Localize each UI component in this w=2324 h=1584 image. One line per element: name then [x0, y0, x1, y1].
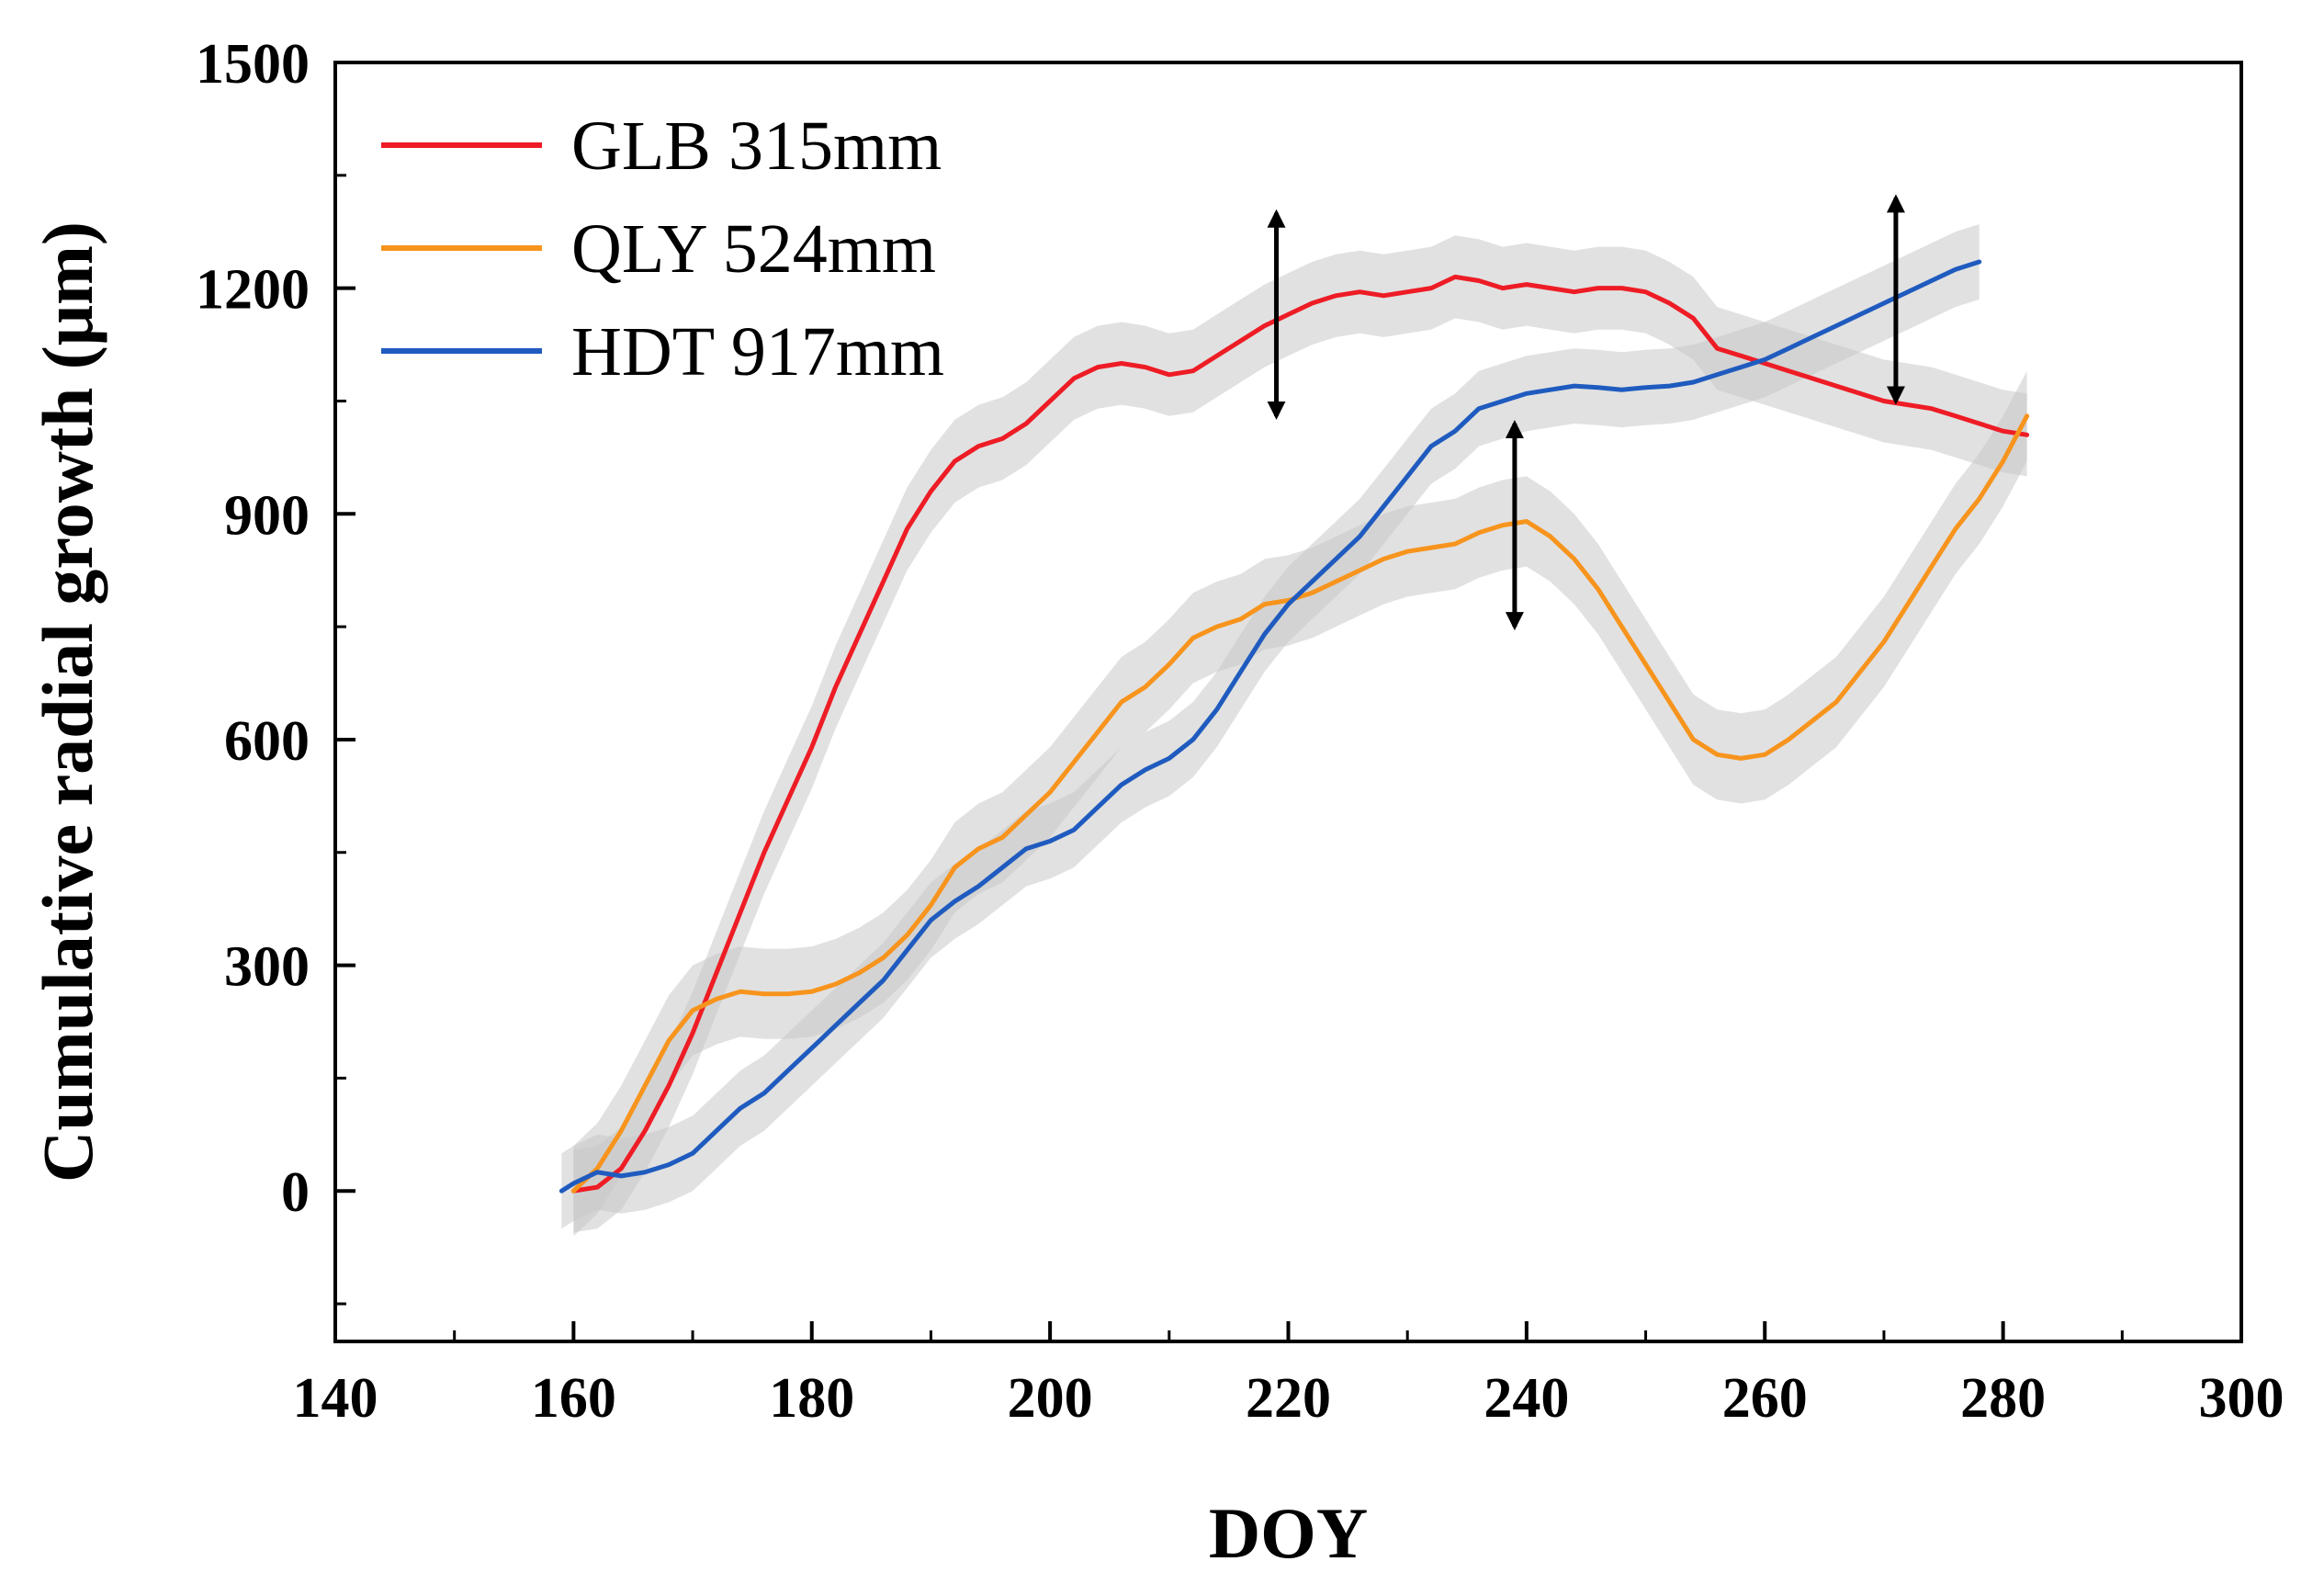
y-tick-label: 300: [224, 936, 310, 999]
x-tick-label: 220: [1246, 1367, 1331, 1430]
x-tick-label: 240: [1484, 1367, 1569, 1430]
line-series-2: [558, 259, 1982, 1194]
line-series-0: [570, 274, 2030, 1194]
x-tick-label: 200: [1008, 1367, 1093, 1430]
legend-label-1: QLY 524mm: [571, 210, 936, 288]
y-axis-title: Cumulative radial growth (μm): [28, 221, 107, 1182]
x-axis: 140 160 180 200 220 240 260 280 300: [293, 1321, 2285, 1430]
y-tick-label: 1500: [196, 33, 310, 96]
y-tick-label: 600: [224, 710, 310, 773]
legend-label-2: HDT 917mm: [571, 313, 944, 390]
y-axis: 0 300 600 900 1200 1500: [196, 33, 355, 1306]
x-tick-label: 280: [1960, 1367, 2046, 1430]
x-tick-label: 260: [1722, 1367, 1808, 1430]
x-tick-label: 160: [531, 1367, 616, 1430]
y-tick-label: 0: [281, 1161, 310, 1224]
x-axis-title: DOY: [1209, 1493, 1368, 1573]
legend: GLB 315mm QLY 524mm HDT 917mm: [381, 107, 944, 390]
y-tick-label: 1200: [196, 259, 310, 322]
legend-label-0: GLB 315mm: [571, 107, 942, 185]
x-tick-label: 180: [769, 1367, 854, 1430]
x-tick-label: 300: [2199, 1367, 2285, 1430]
series-lines: [558, 259, 2030, 1194]
line-series-1: [570, 413, 2030, 1194]
annotation-arrows: [1267, 194, 1905, 631]
y-tick-label: 900: [224, 484, 310, 547]
x-tick-label: 140: [293, 1367, 378, 1430]
